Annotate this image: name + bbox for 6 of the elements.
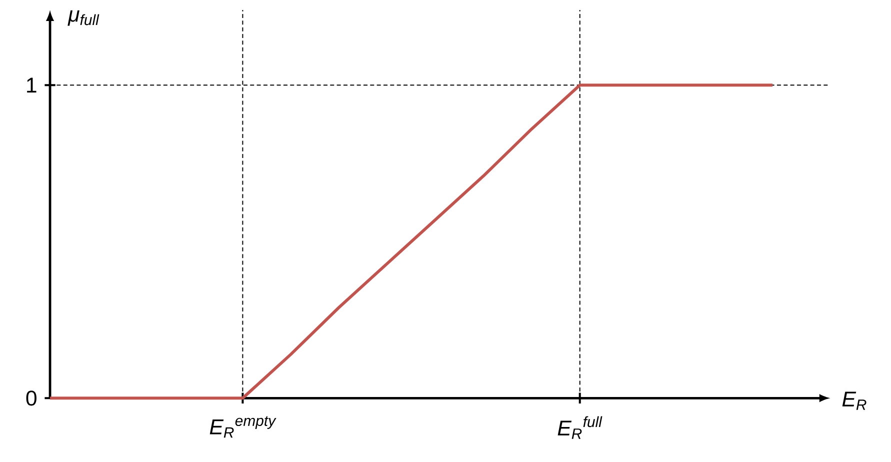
x-axis-title: E$_{R}$: [842, 392, 866, 410]
x-tick-label: E$_{R}$full: [558, 416, 602, 439]
y-axis-title: μ$_{full}$: [68, 10, 100, 26]
y-tick-label: 0: [26, 390, 36, 406]
x-tick-label: E$_{R}$empty: [210, 416, 276, 438]
y-tick-label: 1: [27, 78, 36, 92]
